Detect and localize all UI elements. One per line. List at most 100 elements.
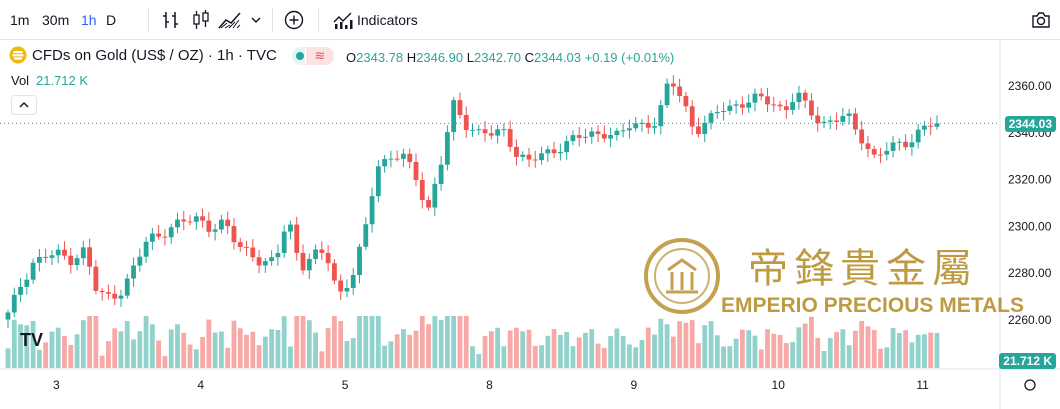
volume-bar (708, 321, 714, 368)
interval-1h-button[interactable]: 1h (81, 12, 97, 28)
candle-body (143, 241, 149, 257)
candle-body (87, 247, 93, 267)
collapse-legend-button[interactable] (11, 95, 37, 115)
price-chart[interactable]: 2360.002340.002320.002300.002280.002260.… (0, 40, 1060, 409)
interval-1m-button[interactable]: 1m (10, 12, 30, 28)
volume-bar (5, 348, 11, 368)
candle-body (783, 106, 789, 111)
data-badge[interactable]: ≋ (306, 47, 334, 65)
candle-body (476, 129, 482, 131)
open-value: 2343.78 (356, 50, 404, 65)
candle-body (18, 286, 23, 295)
candle-body (532, 159, 538, 161)
volume-bar (746, 330, 752, 368)
chevron-down-icon[interactable] (248, 8, 264, 32)
candle-body (300, 252, 306, 271)
volume-bar (852, 330, 858, 368)
indicators-icon[interactable] (331, 8, 355, 32)
high-label: H (406, 50, 417, 65)
volume-bar (294, 316, 300, 368)
volume-bar (36, 349, 42, 368)
candle-body (564, 141, 570, 153)
legend: CFDs on Gold (US$ / OZ) · 1h · TVC ≋ O23… (0, 44, 1000, 115)
volume-bar (175, 324, 180, 368)
candle-body (557, 152, 563, 154)
candle-body (438, 164, 444, 184)
volume-bar (11, 319, 17, 368)
camera-snapshot-icon[interactable] (1029, 8, 1053, 32)
candle-body (382, 159, 388, 167)
candle-body (175, 219, 180, 228)
volume-bar (539, 345, 544, 368)
emperio-logo-mark (666, 258, 698, 294)
volume-bar (827, 338, 833, 368)
volume-bar (369, 316, 375, 368)
volume-bar (451, 316, 457, 368)
volume-bar (80, 320, 86, 368)
candle-body (68, 255, 74, 266)
candle-body (262, 261, 268, 266)
candle-body (758, 93, 764, 97)
candle-body (124, 278, 130, 296)
candle-body (846, 113, 852, 116)
candle-body (401, 153, 406, 159)
volume-bar (896, 333, 902, 368)
candle-body (419, 180, 425, 200)
area-chart-type-icon[interactable] (217, 8, 243, 32)
volume-bar (777, 335, 783, 368)
symbol-title[interactable]: CFDs on Gold (US$ / OZ) · 1h · TVC (32, 47, 277, 64)
tradingview-logo[interactable]: TV (20, 330, 43, 350)
volume-bar (162, 356, 168, 368)
change-value: +0.19 (+0.01%) (584, 50, 675, 65)
candle-body (106, 292, 111, 294)
volume-bar (149, 324, 155, 368)
volume-bar (206, 319, 212, 368)
volume-bar (444, 316, 450, 368)
volume-bar (809, 316, 814, 368)
volume-bar (595, 343, 601, 368)
candle-body (834, 120, 839, 122)
candle-body (639, 122, 645, 124)
candle-body (620, 130, 626, 132)
volume-bar (589, 329, 595, 368)
volume-bar (752, 335, 758, 368)
candles-chart-type-icon[interactable] (189, 8, 213, 32)
last-price-tag: 2344.03 (1004, 116, 1056, 132)
emperio-english-name: EMPERIO PRECIOUS METALS (721, 294, 1024, 317)
candle-body (306, 258, 312, 271)
candle-body (281, 231, 287, 253)
interval-d-button[interactable]: D (106, 12, 117, 28)
compare-add-symbol-icon[interactable] (282, 8, 306, 32)
volume-value: 21.712 K (36, 73, 89, 88)
volume-bar (288, 346, 293, 368)
volume-bar (319, 351, 325, 368)
volume-bar (627, 344, 632, 368)
volume-bar (834, 332, 839, 368)
volume-bar (871, 329, 877, 368)
volume-bar (532, 345, 538, 368)
candle-body (181, 219, 187, 222)
indicators-button[interactable]: Indicators (357, 12, 418, 28)
volume-bar (30, 320, 36, 368)
settings-gear-icon[interactable] (1024, 379, 1036, 391)
volume-bar (143, 316, 149, 368)
volume-bar (281, 316, 287, 368)
candle-body (501, 129, 507, 131)
interval-30m-button[interactable]: 30m (42, 12, 70, 28)
candle-body (93, 266, 99, 291)
volume-bar (131, 339, 136, 368)
candle-body (871, 149, 877, 155)
candle-body (652, 126, 657, 128)
volume-bar (601, 347, 607, 368)
candle-body (62, 249, 67, 256)
volume-bar (219, 331, 224, 368)
volume-bar (815, 337, 821, 368)
candle-body (470, 129, 475, 131)
volume-bar (55, 327, 61, 368)
volume-bar (212, 332, 218, 368)
volume-bar (350, 338, 356, 368)
volume-bar (564, 331, 570, 368)
volume-bar (702, 325, 708, 368)
bar-chart-type-icon[interactable] (159, 8, 183, 32)
candle-body (269, 257, 275, 262)
